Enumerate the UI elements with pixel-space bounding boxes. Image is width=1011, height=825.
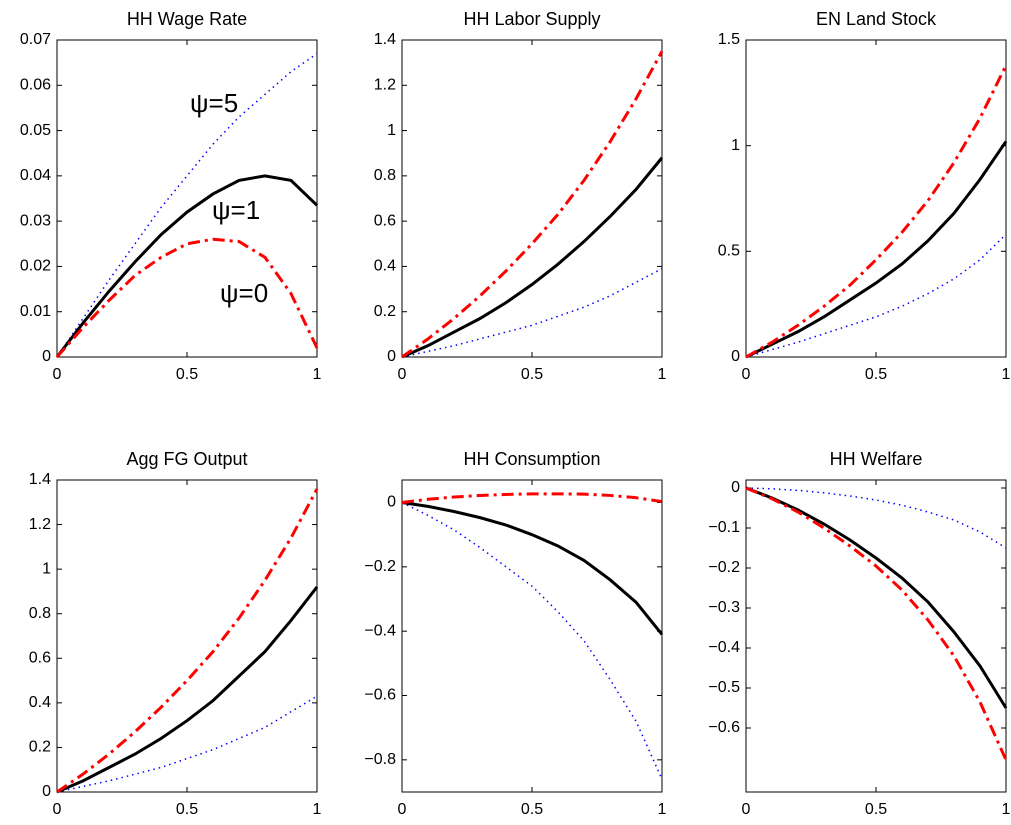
y-tick-label: 1 <box>387 122 396 139</box>
chart-title: HH Consumption <box>463 449 600 469</box>
line-series <box>745 486 1008 709</box>
annotation: ψ=5 <box>190 88 238 118</box>
y-tick-label: 0.8 <box>374 167 396 184</box>
y-tick-label: −0.6 <box>708 719 740 736</box>
y-tick-label: 0.07 <box>20 31 51 48</box>
line-series <box>401 50 664 359</box>
y-tick-label: −0.1 <box>708 519 740 536</box>
line-series <box>745 486 1008 761</box>
y-tick-label: 0.2 <box>29 739 51 756</box>
x-tick-label: 0 <box>53 366 62 383</box>
y-tick-label: 0 <box>42 348 51 365</box>
x-tick-label: 0.5 <box>865 366 887 383</box>
plot-area <box>745 39 1007 358</box>
y-tick-label: −0.2 <box>708 559 740 576</box>
y-tick-label: 0.03 <box>20 212 51 229</box>
line-series <box>55 174 319 358</box>
y-tick-label: 0.02 <box>20 258 51 275</box>
x-tick-label: 1 <box>1002 801 1011 818</box>
y-tick-label: 0.01 <box>20 303 51 320</box>
plot-area <box>56 479 318 793</box>
y-tick-label: 0.6 <box>374 212 396 229</box>
y-tick-label: −0.4 <box>708 639 740 656</box>
x-tick-label: 1 <box>1002 366 1011 383</box>
chart-title: Agg FG Output <box>126 449 247 469</box>
y-tick-label: 0.4 <box>374 258 396 275</box>
chart-title: HH Wage Rate <box>127 9 247 29</box>
y-tick-label: 1.4 <box>374 31 396 48</box>
line-series <box>745 140 1008 359</box>
y-tick-label: 0 <box>42 783 51 800</box>
y-tick-label: 0.2 <box>374 303 396 320</box>
chart-title: EN Land Stock <box>816 9 937 29</box>
x-tick-label: 0 <box>742 801 751 818</box>
y-tick-label: 0 <box>731 348 740 365</box>
y-tick-label: 1 <box>731 137 740 154</box>
y-tick-label: −0.5 <box>708 679 740 696</box>
y-tick-label: 0.6 <box>29 650 51 667</box>
y-tick-label: 1.2 <box>374 77 396 94</box>
y-tick-label: 0.4 <box>29 694 51 711</box>
line-series <box>56 52 318 358</box>
plot-area <box>745 479 1007 793</box>
line-series <box>401 492 663 505</box>
y-tick-label: 0.05 <box>20 122 51 139</box>
line-series <box>56 488 319 794</box>
chart-title: HH Welfare <box>830 449 923 469</box>
line-series <box>745 233 1007 358</box>
line-series <box>401 268 663 358</box>
x-tick-label: 0.5 <box>865 801 887 818</box>
annotation: ψ=1 <box>212 195 260 225</box>
line-series <box>401 501 664 636</box>
chart-title: HH Labor Supply <box>463 9 600 29</box>
y-tick-label: 0.04 <box>20 167 51 184</box>
line-series <box>56 586 319 794</box>
x-tick-label: 1 <box>658 801 667 818</box>
x-tick-label: 0.5 <box>176 366 198 383</box>
y-tick-label: 0 <box>731 479 740 496</box>
y-tick-label: 0.8 <box>29 605 51 622</box>
plot-area <box>401 39 663 358</box>
line-series <box>745 64 1008 359</box>
x-tick-label: 0 <box>398 366 407 383</box>
y-tick-label: 0 <box>387 494 396 511</box>
y-tick-label: 1.5 <box>718 31 740 48</box>
y-tick-label: 1.2 <box>29 516 51 533</box>
line-series <box>401 156 664 359</box>
x-tick-label: 0 <box>398 801 407 818</box>
x-tick-label: 0.5 <box>176 801 198 818</box>
line-series <box>401 501 663 780</box>
annotation: ψ=0 <box>220 278 268 308</box>
y-tick-label: 1 <box>42 560 51 577</box>
x-tick-label: 0 <box>53 801 62 818</box>
line-series <box>56 695 318 793</box>
x-tick-label: 0.5 <box>521 801 543 818</box>
plot-area <box>401 479 663 793</box>
y-tick-label: 0.5 <box>718 243 740 260</box>
line-series <box>745 487 1007 549</box>
y-tick-label: −0.6 <box>364 687 396 704</box>
y-tick-label: −0.4 <box>364 622 396 639</box>
x-tick-label: 1 <box>658 366 667 383</box>
y-tick-label: −0.2 <box>364 558 396 575</box>
x-tick-label: 0 <box>742 366 751 383</box>
x-tick-label: 1 <box>313 366 322 383</box>
x-tick-label: 1 <box>313 801 322 818</box>
y-tick-label: −0.8 <box>364 751 396 768</box>
y-tick-label: 1.4 <box>29 471 51 488</box>
y-tick-label: 0 <box>387 348 396 365</box>
y-tick-label: 0.06 <box>20 77 51 94</box>
y-tick-label: −0.3 <box>708 599 740 616</box>
x-tick-label: 0.5 <box>521 366 543 383</box>
